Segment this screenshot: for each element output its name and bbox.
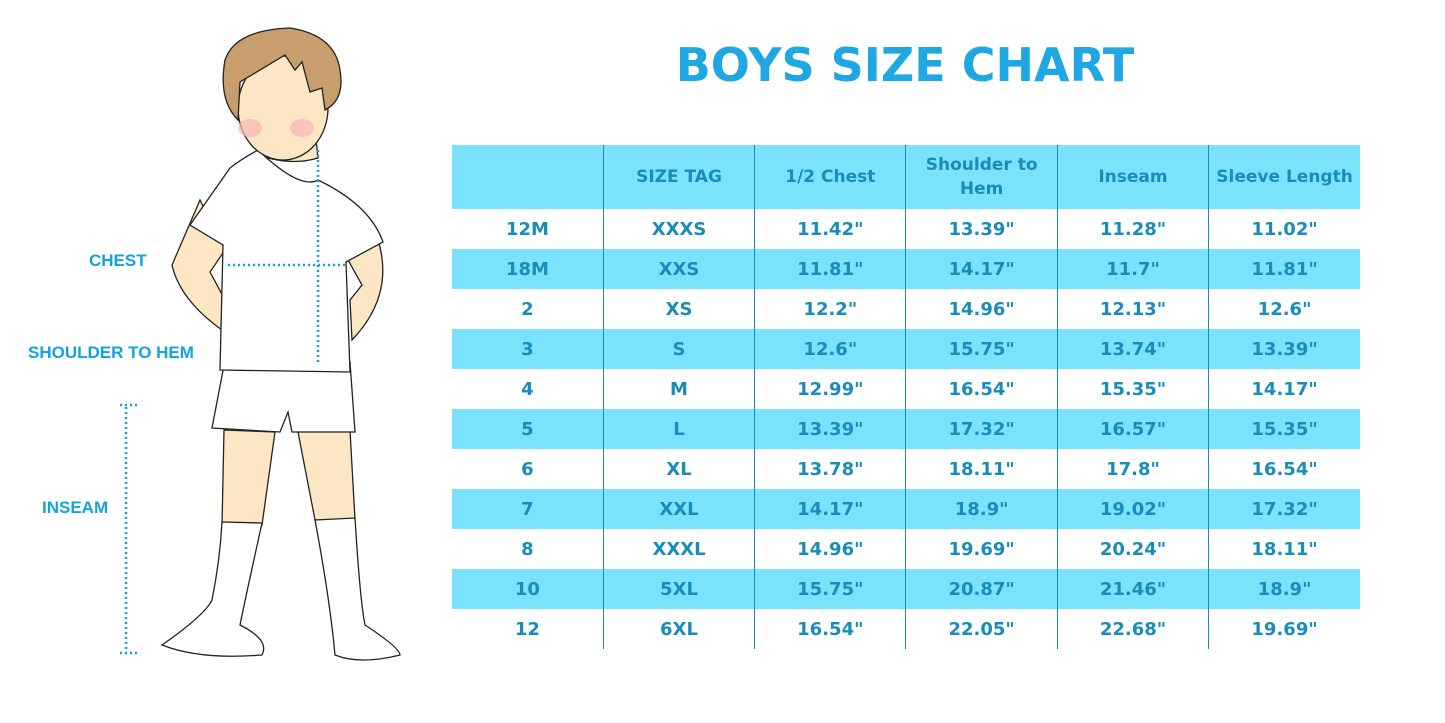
table-cell: 5	[452, 409, 604, 449]
table-cell: 15.75"	[905, 329, 1058, 369]
table-row: 4 M 12.99" 16.54" 15.35" 14.17"	[452, 369, 1360, 409]
table-row: 5 L 13.39" 17.32" 16.57" 15.35"	[452, 409, 1360, 449]
table-cell: L	[602, 409, 755, 449]
table-cell: 12.6"	[754, 329, 906, 369]
table-cell: XXL	[602, 489, 755, 529]
table-cell: 6XL	[602, 609, 755, 649]
table-cell: 11.7"	[1056, 249, 1209, 289]
table-cell: XXS	[602, 249, 755, 289]
table-cell: 16.54"	[754, 609, 906, 649]
table-cell: 5XL	[602, 569, 755, 609]
column-header: SIZE TAG	[602, 145, 755, 209]
table-cell: 2	[521, 298, 534, 320]
table-cell: 15.35"	[1056, 369, 1209, 409]
table-cell: 12M	[505, 218, 549, 240]
table-cell: 18.11"	[905, 449, 1058, 489]
table-row: 18M XXS 11.81" 14.17" 11.7" 11.81"	[452, 249, 1360, 289]
table-cell: 7	[452, 489, 604, 529]
table-cell: 12.2"	[754, 289, 906, 329]
table-cell: 12	[514, 618, 540, 640]
column-header: Sleeve Length	[1208, 145, 1360, 209]
table-cell: 6	[521, 458, 534, 480]
column-header: Shoulder to Hem	[905, 145, 1058, 209]
table-row: 12M XXXS 11.42" 13.39" 11.28" 11.02"	[452, 209, 1360, 249]
table-cell: 20.87"	[905, 569, 1058, 609]
table-cell: 20.24"	[1056, 529, 1209, 569]
table-cell: 17.32"	[905, 409, 1058, 449]
table-row: 2 XS 12.2" 14.96" 12.13" 12.6"	[452, 289, 1360, 329]
table-cell: 14.96"	[905, 289, 1058, 329]
table-cell: 8	[521, 538, 534, 560]
table-cell: 17.8"	[1056, 449, 1209, 489]
table-cell: 3	[452, 329, 604, 369]
table-cell: 18M	[452, 249, 604, 289]
table-cell: 17.32"	[1208, 489, 1360, 529]
table-cell: 11.81"	[754, 249, 906, 289]
table-row: 3 S 12.6" 15.75" 13.74" 13.39"	[452, 329, 1360, 369]
table-row: 6 XL 13.78" 18.11" 17.8" 16.54"	[452, 449, 1360, 489]
column-header: 1/2 Chest	[754, 145, 906, 209]
table-cell: 12.6"	[1208, 289, 1360, 329]
table-cell: 15.75"	[754, 569, 906, 609]
table-row: 10 5XL 15.75" 20.87" 21.46" 18.9"	[452, 569, 1360, 609]
table-cell: 16.54"	[905, 369, 1058, 409]
page-title: BOYS SIZE CHART	[675, 38, 1135, 92]
table-cell: 4	[521, 378, 534, 400]
table-cell: 22.05"	[905, 609, 1058, 649]
table-cell: XS	[602, 289, 755, 329]
table-cell: 16.54"	[1208, 449, 1360, 489]
chest-label: CHEST	[89, 251, 147, 270]
table-cell: 16.57"	[1056, 409, 1209, 449]
table-cell: 14.17"	[1208, 369, 1360, 409]
column-header	[452, 145, 604, 209]
table-cell: 18.9"	[1208, 569, 1360, 609]
column-header: Inseam	[1056, 145, 1209, 209]
table-cell: 18.11"	[1208, 529, 1360, 569]
table-row: 7 XXL 14.17" 18.9" 19.02" 17.32"	[452, 489, 1360, 529]
table-cell: 19.69"	[905, 529, 1058, 569]
table-cell: M	[602, 369, 755, 409]
table-cell: 21.46"	[1056, 569, 1209, 609]
table-cell: 18.9"	[905, 489, 1058, 529]
table-cell: 11.02"	[1208, 209, 1360, 249]
table-cell: 19.69"	[1208, 609, 1360, 649]
table-cell: 10	[452, 569, 604, 609]
shoulder-to-hem-label: SHOULDER TO HEM	[28, 343, 194, 362]
inseam-label: INSEAM	[42, 498, 109, 517]
table-cell: 11.28"	[1056, 209, 1209, 249]
table-cell: XXXL	[602, 529, 755, 569]
table-cell: 13.39"	[754, 409, 906, 449]
size-table: SIZE TAG 1/2 Chest Shoulder to Hem Inseam Sl…	[452, 145, 1360, 649]
table-row: 8 XXXL 14.96" 19.69" 20.24" 18.11"	[452, 529, 1360, 569]
table-cell: 13.39"	[905, 209, 1058, 249]
table-cell: 11.81"	[1208, 249, 1360, 289]
table-cell: 14.17"	[754, 489, 906, 529]
header-row: SIZE TAG 1/2 Chest Shoulder to Hem Inseam Sl…	[452, 145, 1360, 209]
table-cell: 22.68"	[1056, 609, 1209, 649]
table-cell: S	[602, 329, 755, 369]
table-cell: 14.96"	[754, 529, 906, 569]
boy-illustration	[120, 27, 401, 661]
table-cell: XL	[602, 449, 755, 489]
table-row: 12 6XL 16.54" 22.05" 22.68" 19.69"	[452, 609, 1360, 649]
table-cell: 19.02"	[1056, 489, 1209, 529]
table-cell: 11.42"	[754, 209, 906, 249]
table-cell: XXXS	[602, 209, 755, 249]
table-cell: 13.39"	[1208, 329, 1360, 369]
table-cell: 13.78"	[754, 449, 906, 489]
table-cell: 12.13"	[1056, 289, 1209, 329]
table-cell: 12.99"	[754, 369, 906, 409]
table-cell: 13.74"	[1056, 329, 1209, 369]
table-cell: 14.17"	[905, 249, 1058, 289]
table-cell: 15.35"	[1208, 409, 1360, 449]
